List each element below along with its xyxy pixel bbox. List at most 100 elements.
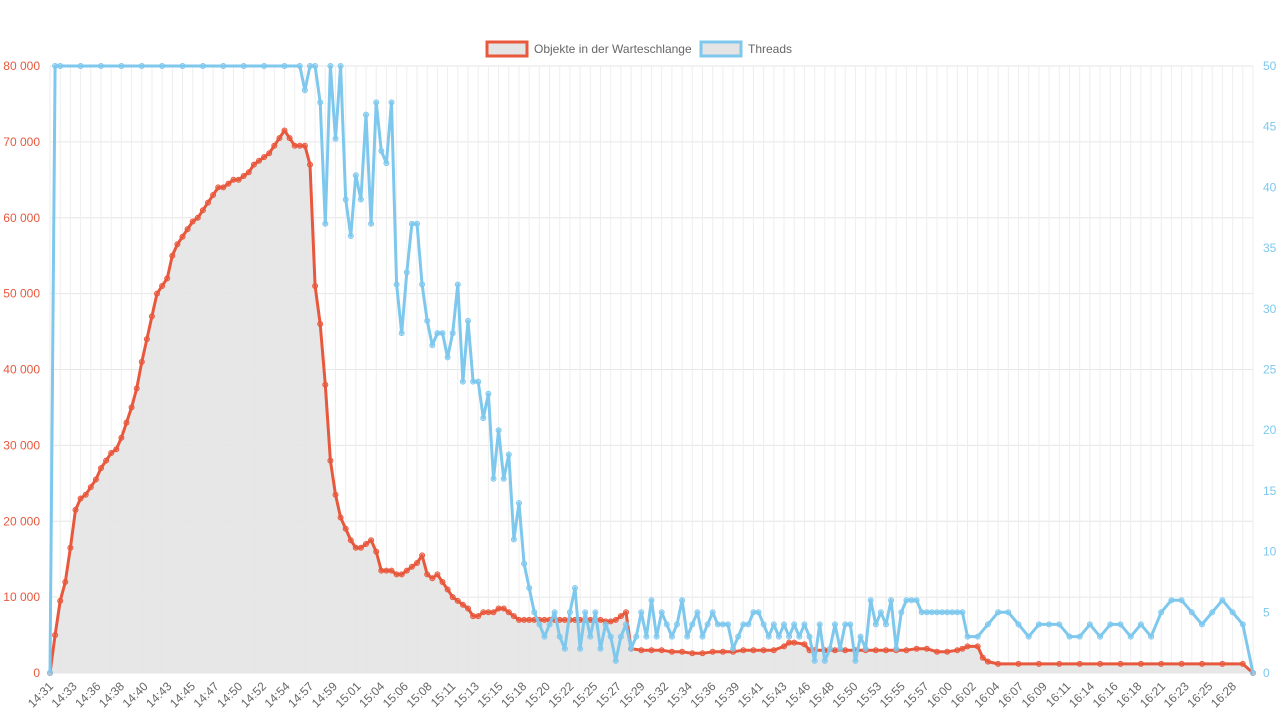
data-point <box>1046 621 1053 628</box>
data-point <box>786 639 793 646</box>
data-point <box>577 645 584 652</box>
data-point <box>505 609 512 616</box>
data-point <box>612 657 619 664</box>
x-tick-label: 16:28 <box>1208 679 1239 710</box>
x-tick-label: 16:11 <box>1043 679 1074 710</box>
x-tick-label: 15:39 <box>711 679 742 710</box>
data-point <box>373 99 380 106</box>
data-point <box>159 283 166 289</box>
data-point <box>429 342 436 349</box>
data-point <box>944 609 951 616</box>
x-tick-label: 14:38 <box>96 679 127 710</box>
data-point <box>867 597 874 604</box>
data-point <box>383 160 390 167</box>
data-point <box>1025 633 1032 640</box>
data-point <box>954 647 961 654</box>
data-point <box>786 633 793 640</box>
data-point <box>194 214 201 221</box>
data-point <box>414 220 420 227</box>
x-tick-label: 16:25 <box>1184 679 1215 710</box>
data-point <box>72 506 79 513</box>
data-point <box>1097 660 1104 667</box>
data-point <box>301 142 308 149</box>
data-point <box>995 609 1002 616</box>
legend[interactable]: Objekte in der Warteschlange Threads <box>485 40 792 58</box>
data-point <box>521 560 528 567</box>
data-point <box>322 381 329 388</box>
data-point <box>485 390 492 397</box>
data-point <box>546 621 553 628</box>
data-point <box>658 647 665 654</box>
data-point <box>760 621 767 628</box>
y-right-tick-label: 30 <box>1263 302 1277 316</box>
data-point <box>770 621 777 628</box>
data-point <box>179 63 186 69</box>
data-point <box>250 161 257 168</box>
x-tick-label: 15:43 <box>758 679 789 710</box>
data-point <box>674 621 680 628</box>
data-point <box>898 609 905 616</box>
data-point <box>617 613 624 620</box>
data-point <box>735 633 742 640</box>
data-point <box>745 621 752 628</box>
data-point <box>1188 609 1195 616</box>
data-point <box>689 621 696 628</box>
data-point <box>781 643 787 650</box>
x-tick-label: 16:21 <box>1137 679 1168 710</box>
data-point <box>393 281 400 288</box>
y-right-tick-label: 25 <box>1263 363 1277 377</box>
data-point <box>495 605 502 612</box>
data-point <box>52 63 59 69</box>
data-point <box>959 645 966 652</box>
data-point <box>113 446 120 453</box>
data-point <box>398 571 405 578</box>
x-tick-label: 16:09 <box>1019 679 1050 710</box>
x-tick-label: 16:00 <box>924 679 955 710</box>
data-point <box>465 605 471 612</box>
data-point <box>179 233 186 240</box>
data-point <box>516 616 522 623</box>
data-point <box>444 586 451 593</box>
data-point <box>363 111 369 118</box>
data-point <box>118 434 125 441</box>
data-point <box>261 154 268 161</box>
data-point <box>337 514 344 521</box>
data-point <box>347 537 354 544</box>
x-tick-label: 16:07 <box>995 679 1026 710</box>
y-left-tick-label: 10 000 <box>3 590 40 604</box>
data-point <box>770 647 777 654</box>
data-point <box>439 579 446 585</box>
x-tick-label: 16:23 <box>1161 679 1192 710</box>
data-point <box>296 142 303 149</box>
legend-item[interactable]: Objekte in der Warteschlange <box>485 40 692 58</box>
x-tick-label: 14:31 <box>25 679 56 710</box>
data-point <box>220 184 227 191</box>
data-point <box>291 142 298 149</box>
legend-label: Objekte in der Warteschlange <box>534 42 692 56</box>
data-point <box>352 544 359 551</box>
data-point <box>607 618 614 625</box>
x-tick-label: 15:32 <box>640 679 671 710</box>
y-axis-left: 0 10 000 20 000 30 000 40 000 50 000 60 000 70 … <box>3 59 40 680</box>
data-point <box>199 207 206 214</box>
data-point <box>643 633 650 640</box>
data-point <box>281 63 288 69</box>
data-point <box>832 647 838 654</box>
data-point <box>934 648 940 655</box>
x-tick-label: 15:01 <box>333 679 364 710</box>
data-point <box>1076 633 1083 640</box>
data-point <box>408 563 415 570</box>
data-point <box>1117 660 1124 667</box>
x-tick-label: 15:25 <box>569 679 600 710</box>
legend-item[interactable]: Threads <box>699 40 792 58</box>
data-point <box>164 275 171 282</box>
data-point <box>57 63 64 69</box>
data-point <box>862 645 869 652</box>
x-tick-label: 15:15 <box>475 679 506 710</box>
data-point <box>1097 633 1104 640</box>
data-point <box>276 135 283 142</box>
x-tick-label: 14:52 <box>238 679 269 710</box>
data-point <box>383 567 390 574</box>
data-point <box>312 283 319 289</box>
